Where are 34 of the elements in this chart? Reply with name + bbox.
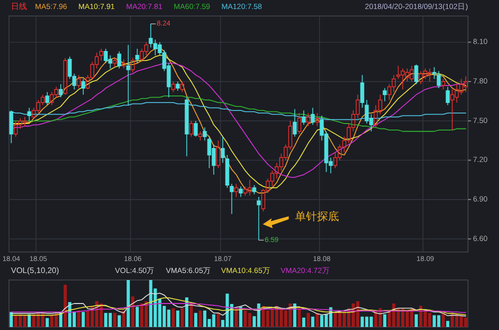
bar (316, 312, 319, 327)
chart-title: 日线 (11, 2, 27, 12)
bar (239, 306, 242, 327)
bar (77, 310, 80, 327)
bar (383, 314, 386, 327)
bar (136, 306, 139, 327)
bar (194, 312, 198, 327)
bar (176, 310, 180, 327)
bar (234, 308, 238, 327)
bar (46, 318, 49, 327)
bar (180, 308, 184, 327)
bar (64, 284, 67, 327)
bar (82, 312, 85, 327)
annotation: 单针探底 (294, 210, 339, 224)
bar (216, 312, 220, 327)
bar (131, 296, 134, 327)
bar (442, 312, 445, 327)
bar (298, 308, 301, 327)
bar (446, 320, 450, 327)
bar (311, 316, 314, 327)
bar (126, 280, 130, 327)
bar (118, 315, 121, 327)
bar (414, 314, 418, 327)
bar (302, 318, 306, 327)
chart-title: VOL(5,10,20) (11, 266, 60, 276)
bar (10, 312, 13, 327)
bar (28, 314, 31, 327)
bar (172, 308, 175, 327)
bar (306, 312, 310, 327)
bar (198, 310, 202, 327)
bar (122, 310, 126, 327)
bar (185, 297, 188, 327)
bar (113, 312, 116, 327)
bar (190, 304, 193, 327)
